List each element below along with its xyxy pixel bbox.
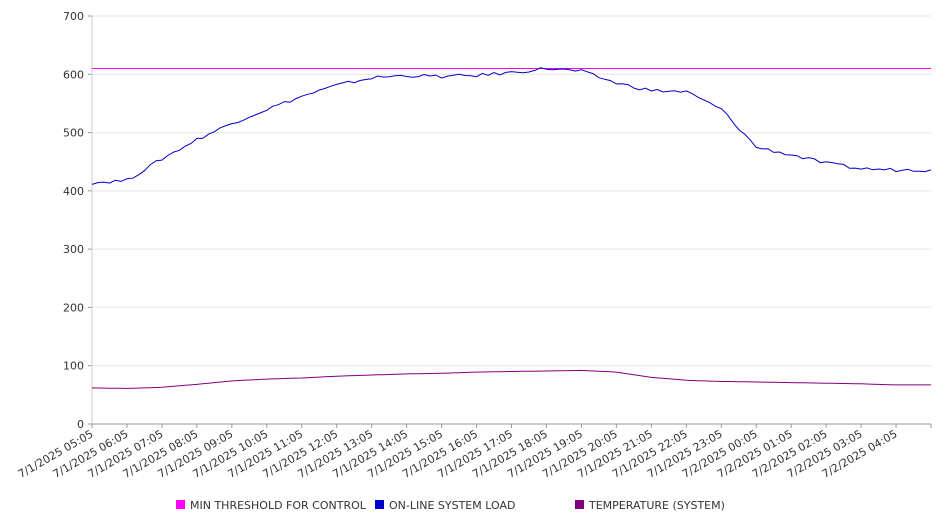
legend-swatch [575,500,584,509]
y-tick-label: 300 [63,243,84,256]
axes [88,15,932,428]
gridlines [92,15,931,367]
x-axis-tick-labels: 7/1/2025 05:057/1/2025 06:057/1/2025 07:… [16,427,900,481]
legend-label: MIN THRESHOLD FOR CONTROL [190,499,367,512]
series-lines [91,67,932,389]
y-axis-tick-labels: 0 100 200 300 400 500 600 700 [63,10,84,431]
series-line-3 [91,369,931,389]
legend: MIN THRESHOLD FOR CONTROL ON-LINE SYSTEM … [176,499,725,512]
y-tick-label: 500 [63,127,84,140]
y-tick-label: 400 [63,185,84,198]
y-tick-label: 200 [63,301,84,314]
legend-label: ON-LINE SYSTEM LOAD [389,499,515,512]
y-tick-label: 600 [63,68,84,81]
y-tick-label: 0 [77,418,84,431]
legend-swatch [375,500,384,509]
y-tick-label: 100 [63,360,84,373]
legend-label: TEMPERATURE (SYSTEM) [588,499,725,512]
legend-swatch [176,500,185,509]
series-line-2 [91,67,932,185]
y-tick-label: 700 [63,10,84,23]
